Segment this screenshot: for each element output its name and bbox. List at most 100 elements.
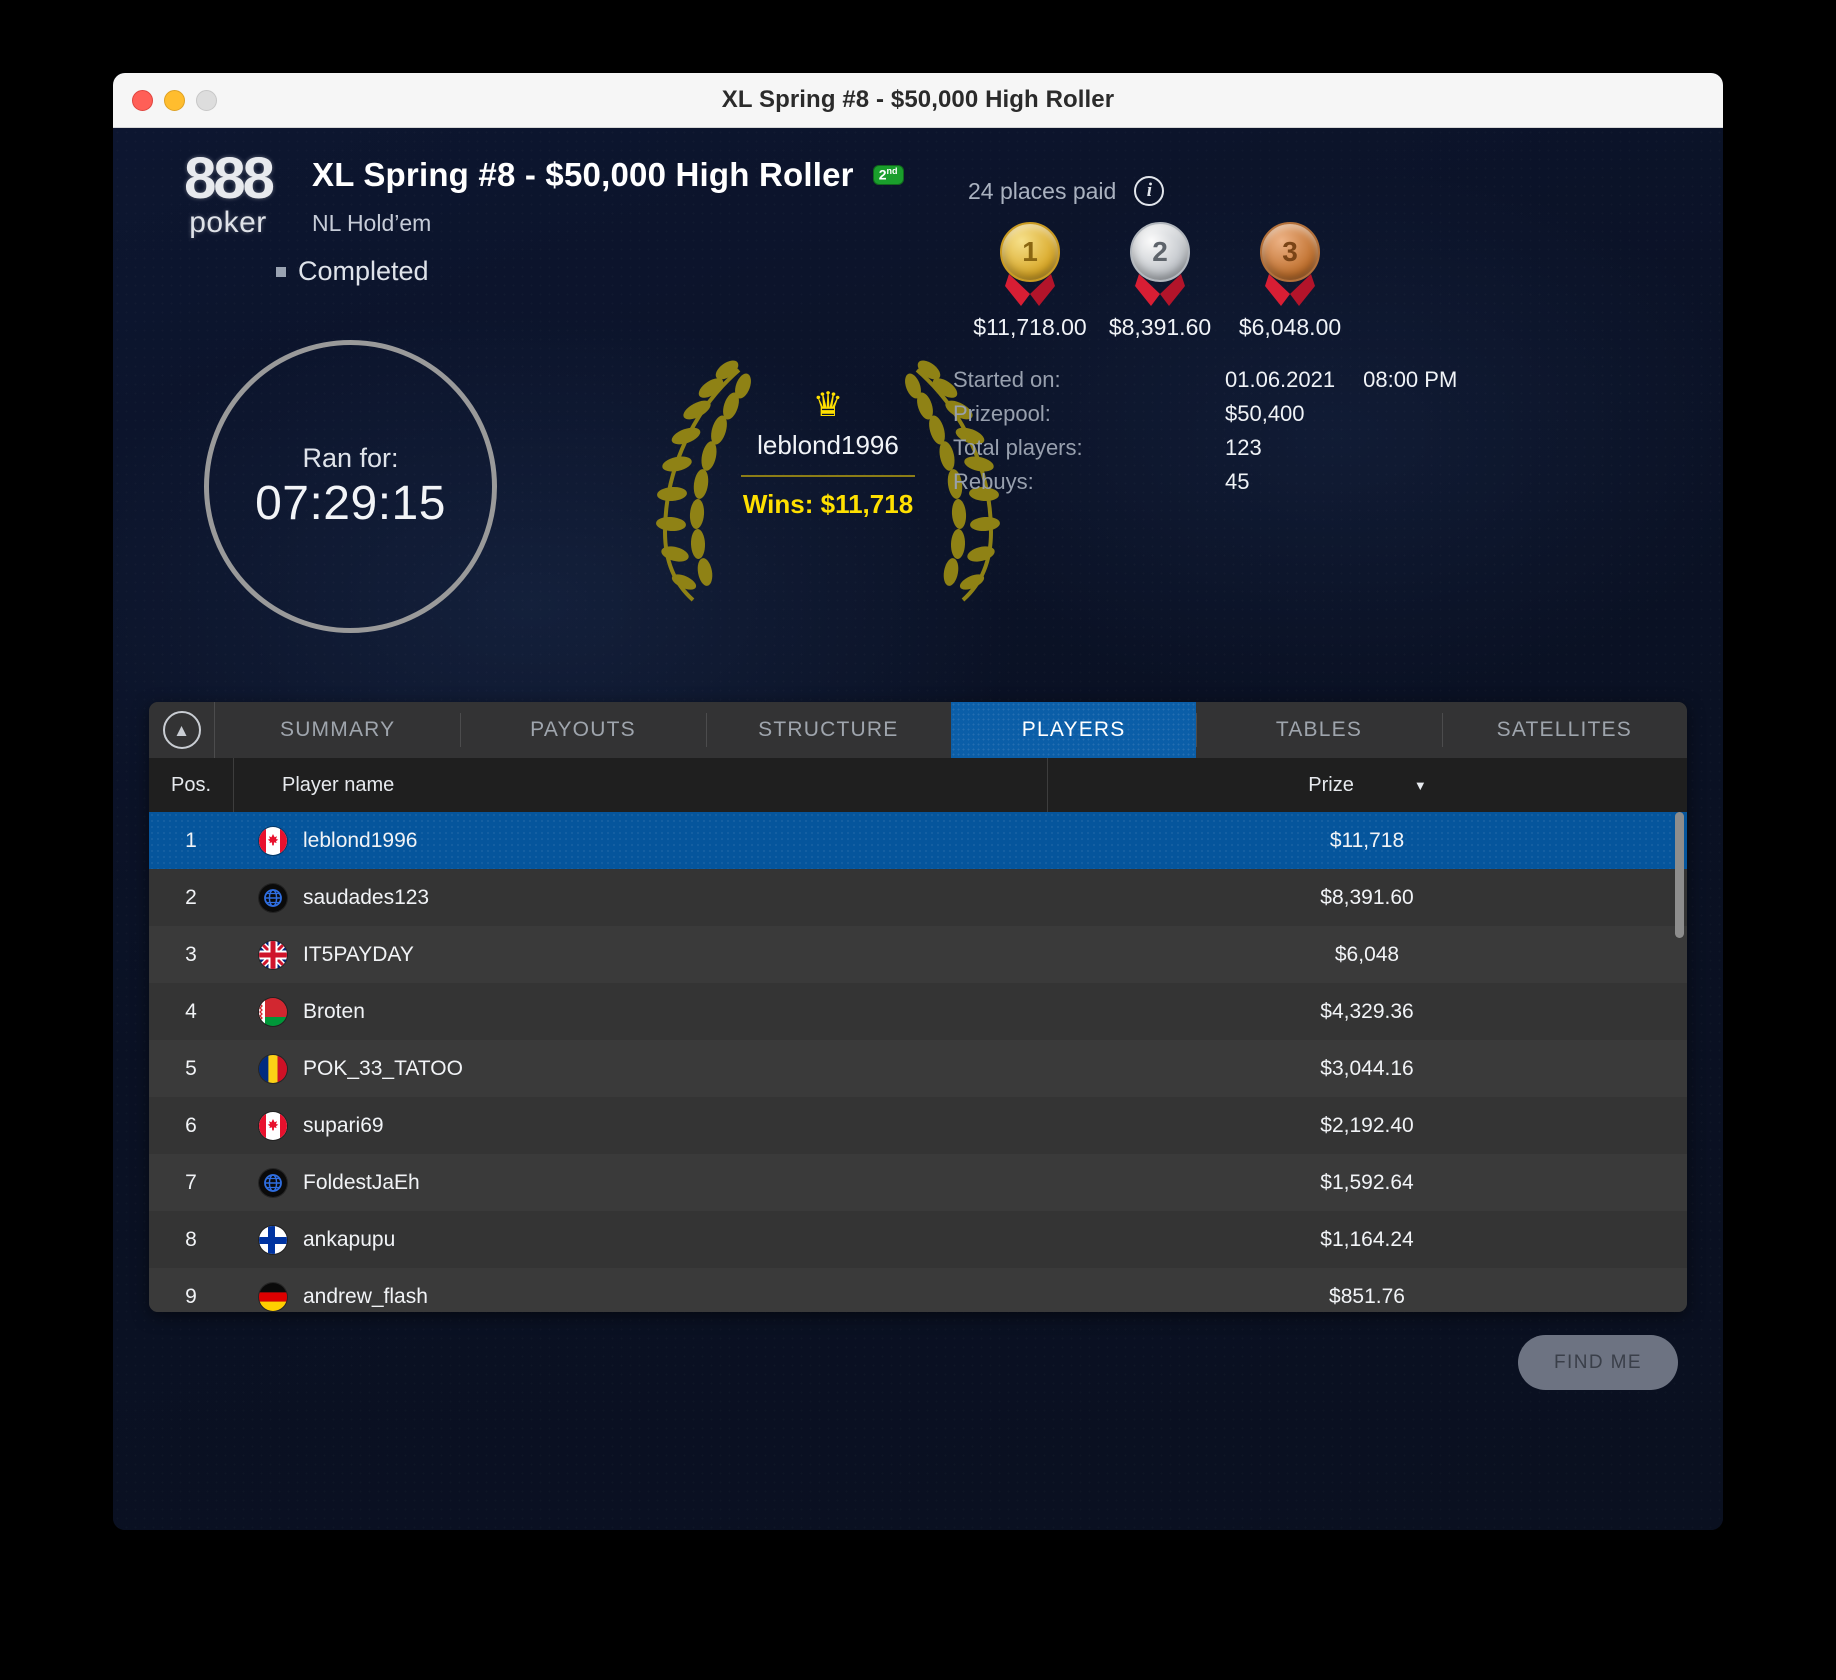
row-player: supari69 — [233, 1111, 1047, 1140]
ran-for-label: Ran for: — [302, 442, 399, 473]
row-player-name: Broten — [303, 999, 365, 1023]
players-table: 1 leblond1996 $11,718 2 — [149, 812, 1687, 1312]
row-prize: $4,329.36 — [1320, 999, 1414, 1023]
table-row[interactable]: 1 leblond1996 $11,718 — [149, 812, 1687, 869]
tab-satellites[interactable]: SATELLITES — [1441, 702, 1687, 758]
table-row[interactable]: 4 Broten $4,329.36 — [149, 983, 1687, 1040]
window-titlebar: XL Spring #8 - $50,000 High Roller — [113, 73, 1723, 128]
crown-icon: ♛ — [812, 386, 844, 424]
row-player: andrew_flash — [233, 1282, 1047, 1311]
row-prize: $3,044.16 — [1320, 1056, 1414, 1080]
badge-suffix: nd — [886, 166, 898, 177]
column-header-name[interactable]: Player name — [233, 758, 1047, 812]
flag-canada-icon — [259, 1111, 287, 1140]
row-position: 4 — [185, 999, 197, 1023]
prizepool-value: $50,400 — [1225, 401, 1305, 426]
row-player: POK_33_TATOO — [233, 1054, 1047, 1083]
table-row[interactable]: 8 ankapupu $1,164.24 — [149, 1211, 1687, 1268]
table-row[interactable]: 2 saudades123 $8,391.60 — [149, 869, 1687, 926]
tab-tables[interactable]: TABLES — [1196, 702, 1441, 758]
first-place-prize: $11,718.00 — [973, 314, 1087, 340]
medal-column-3: 3 $6,048.00 — [1225, 222, 1355, 341]
row-player-name: FoldestJaEh — [303, 1170, 420, 1194]
zoom-button[interactable] — [196, 89, 217, 111]
row-player: IT5PAYDAY — [233, 940, 1047, 969]
medal-number: 2 — [1130, 222, 1190, 282]
column-header-pos[interactable]: Pos. — [170, 773, 212, 796]
row-position: 1 — [185, 828, 197, 852]
status-row: Completed — [276, 256, 429, 287]
column-header-prize-label: Prize — [1308, 773, 1354, 796]
row-position: 7 — [185, 1170, 197, 1194]
brand-logo: 888 poker — [163, 150, 293, 240]
row-player: ankapupu — [233, 1225, 1047, 1254]
row-player: FoldestJaEh — [233, 1168, 1047, 1197]
medal-prizes: 1 $11,718.00 2 $8,391.60 — [965, 222, 1573, 341]
laurel-wreath-left-icon — [656, 360, 751, 602]
winner-details: ♛ leblond1996 Wins: $11,718 — [741, 388, 915, 520]
stat-value: $50,400 — [1225, 401, 1305, 427]
table-row[interactable]: 7 FoldestJaEh $1,592.64 — [149, 1154, 1687, 1211]
row-player-name: supari69 — [303, 1113, 384, 1137]
tab-payouts[interactable]: PAYOUTS — [460, 702, 705, 758]
table-row[interactable]: 3 IT5PAYDAY $6,048 — [149, 926, 1687, 983]
info-icon[interactable]: i — [1134, 176, 1165, 206]
minimize-button[interactable] — [164, 89, 185, 111]
row-prize: $851.76 — [1329, 1284, 1405, 1308]
tab-bar: ▲ SUMMARY PAYOUTS STRUCTURE PLAYERS TABL… — [149, 702, 1687, 758]
logo-poker-text: poker — [189, 206, 267, 239]
row-prize: $1,592.64 — [1320, 1170, 1414, 1194]
row-position: 9 — [185, 1284, 197, 1308]
row-player-name: saudades123 — [303, 885, 430, 909]
table-row[interactable]: 9 andrew_flash $851.76 — [149, 1268, 1687, 1312]
medal-column-1: 1 $11,718.00 — [965, 222, 1095, 341]
tab-summary[interactable]: SUMMARY — [279, 718, 396, 741]
page-title: XL Spring #8 - $50,000 High Roller — [312, 156, 854, 193]
scrollbar-thumb[interactable] — [1675, 812, 1684, 938]
window-content: 888 poker XL Spring #8 - $50,000 High Ro… — [113, 128, 1723, 1530]
row-player-name: leblond1996 — [303, 828, 418, 852]
tab-players[interactable]: PLAYERS — [950, 702, 1197, 758]
stat-row-rebuys: Rebuys: 45 — [953, 465, 1573, 499]
column-header-prize[interactable]: Prize ▼ — [1047, 758, 1687, 812]
bronze-medal-icon: 3 — [1251, 222, 1329, 308]
row-prize: $8,391.60 — [1320, 885, 1414, 909]
row-player: saudades123 — [233, 883, 1047, 912]
stat-label: Prizepool: — [953, 401, 1051, 426]
close-button[interactable] — [132, 89, 153, 111]
started-on-date: 01.06.2021 — [1225, 367, 1336, 392]
tab-structure[interactable]: STRUCTURE — [705, 702, 951, 758]
stat-label: Rebuys: — [953, 469, 1034, 494]
footer-actions: FIND ME — [1518, 1335, 1678, 1390]
silver-medal-icon: 2 — [1121, 222, 1199, 308]
collapse-cell: ▲ — [149, 702, 215, 758]
flag-uk-icon — [259, 940, 287, 969]
row-prize: $6,048 — [1334, 942, 1400, 966]
gold-medal-icon: 1 — [991, 222, 1069, 308]
table-row[interactable]: 5 POK_33_TATOO $3,044.16 — [149, 1040, 1687, 1097]
places-paid-row: 24 places paid i — [968, 176, 1573, 206]
window-title: XL Spring #8 - $50,000 High Roller — [721, 86, 1115, 113]
row-player-name: ankapupu — [303, 1227, 396, 1251]
badge-number: 2 — [878, 166, 887, 183]
tournament-stats: Started on: 01.06.2021 08:00 PM Prizepoo… — [953, 363, 1573, 499]
winner-name: leblond1996 — [757, 430, 899, 460]
row-player-name: andrew_flash — [303, 1284, 428, 1308]
event-title-row: XL Spring #8 - $50,000 High Roller 2nd — [312, 156, 904, 194]
caret-down-icon[interactable]: ▼ — [1413, 777, 1427, 793]
flag-germany-icon — [259, 1282, 287, 1311]
status-square-icon — [276, 266, 286, 277]
stat-value: 123 — [1225, 435, 1262, 461]
row-position: 8 — [185, 1227, 197, 1251]
ribbon-icon — [1005, 274, 1055, 306]
row-prize: $2,192.40 — [1320, 1113, 1414, 1137]
flag-canada-icon — [259, 826, 287, 855]
row-player: leblond1996 — [233, 826, 1047, 855]
chevron-up-icon[interactable]: ▲ — [162, 711, 201, 749]
find-me-button[interactable]: FIND ME — [1518, 1335, 1678, 1390]
flag-globe-icon — [259, 883, 287, 912]
table-row[interactable]: 6 supari69 $2,192.40 — [149, 1097, 1687, 1154]
table-scrollbar[interactable] — [1675, 812, 1684, 1312]
winner-block: ♛ leblond1996 Wins: $11,718 — [633, 356, 1023, 606]
traffic-lights — [132, 89, 217, 111]
